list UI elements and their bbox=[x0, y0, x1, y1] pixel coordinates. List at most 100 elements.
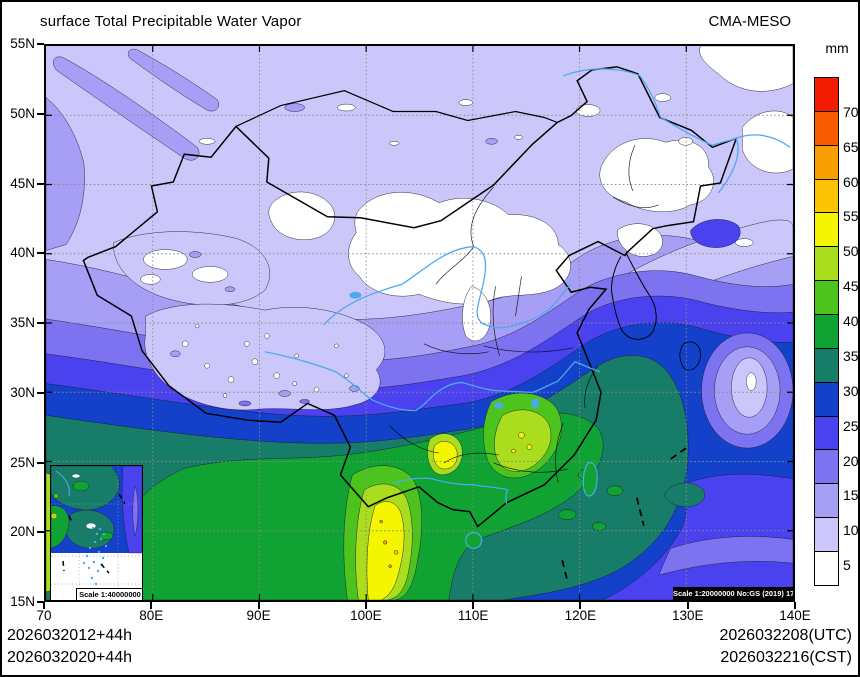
y-axis-tick bbox=[37, 252, 44, 255]
colorbar-tick-label: 5 bbox=[843, 557, 851, 574]
kyushu-coast bbox=[679, 341, 701, 371]
colorbar-segment bbox=[814, 144, 839, 180]
country-borders bbox=[82, 66, 738, 528]
x-axis-tick bbox=[364, 602, 367, 609]
qinghai-lake bbox=[349, 291, 362, 299]
colorbar-tick-label: 50 bbox=[843, 243, 859, 260]
lakes bbox=[349, 291, 540, 409]
plot-title: surface Total Precipitable Water Vapor bbox=[40, 13, 302, 30]
colorbar-segment bbox=[814, 347, 839, 383]
colorbar-tick-label: 35 bbox=[843, 347, 859, 364]
y-axis-label: 15N bbox=[10, 594, 35, 609]
colorbar-segment bbox=[814, 178, 839, 214]
y-axis-label: 55N bbox=[10, 36, 35, 51]
undefined-boundary-dashes bbox=[561, 446, 689, 581]
colorbar-segment bbox=[814, 551, 839, 586]
x-axis-label: 130E bbox=[671, 608, 704, 623]
y-axis-tick bbox=[37, 601, 44, 603]
colorbar-segment bbox=[814, 314, 839, 349]
y-axis-tick bbox=[37, 112, 44, 115]
colorbar-tick-label: 55 bbox=[843, 208, 859, 225]
colorbar-tick-label: 65 bbox=[843, 138, 859, 155]
map-frame: Scale 1:40000000 Scale 1:20000000 No:GS … bbox=[44, 44, 795, 602]
x-axis-label: 110E bbox=[457, 608, 489, 623]
y-axis-tick bbox=[37, 461, 44, 464]
lower-amur-river bbox=[736, 134, 791, 148]
colorbar-tick-label: 40 bbox=[843, 313, 859, 330]
poyang-lake bbox=[531, 398, 540, 409]
hainan-island bbox=[465, 531, 483, 549]
amur-river bbox=[563, 68, 737, 146]
x-axis-tick bbox=[43, 602, 45, 609]
inset-scale-box: Scale 1:40000000 bbox=[76, 588, 142, 600]
y-axis-tick bbox=[37, 531, 44, 534]
x-axis-label: 140E bbox=[779, 608, 811, 623]
yangtze-river bbox=[264, 351, 601, 412]
x-axis-tick bbox=[150, 602, 153, 609]
x-axis-tick bbox=[579, 602, 582, 609]
field-fill bbox=[46, 46, 793, 600]
colorbar-tick-label: 15 bbox=[843, 487, 859, 504]
y-axis-tick bbox=[37, 182, 44, 185]
footer-init-time-1: 2026032012+44h bbox=[7, 627, 133, 644]
gridlines bbox=[46, 46, 793, 600]
korea-peninsula-coast bbox=[611, 252, 657, 340]
colorbar bbox=[814, 77, 839, 586]
colorbar-tick-label: 25 bbox=[843, 417, 859, 434]
dongting-lake bbox=[493, 402, 504, 409]
colorbar-tick-label: 20 bbox=[843, 452, 859, 469]
inset-canvas bbox=[51, 466, 142, 600]
colorbar-segment bbox=[814, 449, 839, 485]
colorbar-segment bbox=[814, 415, 839, 451]
y-axis-tick bbox=[37, 322, 44, 324]
y-axis-tick bbox=[37, 391, 44, 394]
x-axis-label: 90E bbox=[246, 608, 271, 623]
x-axis-label: 100E bbox=[350, 608, 382, 623]
rivers bbox=[264, 68, 791, 504]
pearl-river bbox=[392, 477, 509, 504]
main-scale-box: Scale 1:20000000 No:GS (2019) 1786 bbox=[673, 587, 795, 600]
inset-boundary-dashes bbox=[62, 493, 126, 574]
south-china-sea-islands bbox=[82, 526, 108, 586]
footer-init-time-2: 2026032020+44h bbox=[7, 649, 133, 666]
colorbar-tick-label: 10 bbox=[843, 522, 859, 539]
y-axis-label: 45N bbox=[10, 175, 35, 191]
x-axis-label: 120E bbox=[564, 608, 597, 623]
y-axis-label: 40N bbox=[10, 245, 35, 261]
colorbar-tick-label: 30 bbox=[843, 382, 859, 399]
colorbar-tick-label: 70 bbox=[843, 103, 859, 120]
china-border-coastline bbox=[82, 66, 738, 528]
y-axis-label: 30N bbox=[10, 384, 35, 400]
yellow-river bbox=[323, 245, 571, 329]
colorbar-segment bbox=[814, 246, 839, 282]
colorbar-tick-label: 60 bbox=[843, 173, 859, 190]
mongolia-border bbox=[235, 90, 558, 127]
colorbar-unit-label: mm bbox=[825, 40, 849, 56]
footer-valid-time-utc: 2026032208(UTC) bbox=[719, 627, 852, 644]
colorbar-segment bbox=[814, 110, 839, 146]
footer-valid-time-cst: 2026032216(CST) bbox=[720, 649, 852, 666]
inset-map: Scale 1:40000000 bbox=[50, 465, 143, 600]
colorbar-segment bbox=[814, 280, 839, 316]
x-axis-tick bbox=[794, 602, 796, 609]
map-canvas bbox=[46, 46, 793, 600]
y-axis-label: 20N bbox=[10, 524, 35, 540]
x-axis-label: 70 bbox=[36, 608, 52, 623]
colorbar-segment bbox=[814, 212, 839, 248]
x-axis-tick bbox=[472, 602, 475, 609]
y-axis-tick bbox=[37, 43, 44, 45]
ussuri-river bbox=[717, 138, 739, 194]
x-axis-tick bbox=[257, 602, 260, 609]
colorbar-segment bbox=[814, 77, 839, 112]
colorbar-segment bbox=[814, 483, 839, 519]
inner-axis-ticks bbox=[46, 46, 793, 600]
y-axis-label: 25N bbox=[10, 454, 35, 470]
y-axis-label: 35N bbox=[10, 315, 35, 330]
colorbar-tick-label: 45 bbox=[843, 278, 859, 295]
taiwan-island bbox=[582, 462, 598, 497]
y-axis-label: 50N bbox=[10, 105, 35, 121]
colorbar-segment bbox=[814, 517, 839, 553]
colorbar-segment bbox=[814, 381, 839, 417]
model-name-label: CMA-MESO bbox=[708, 13, 792, 30]
